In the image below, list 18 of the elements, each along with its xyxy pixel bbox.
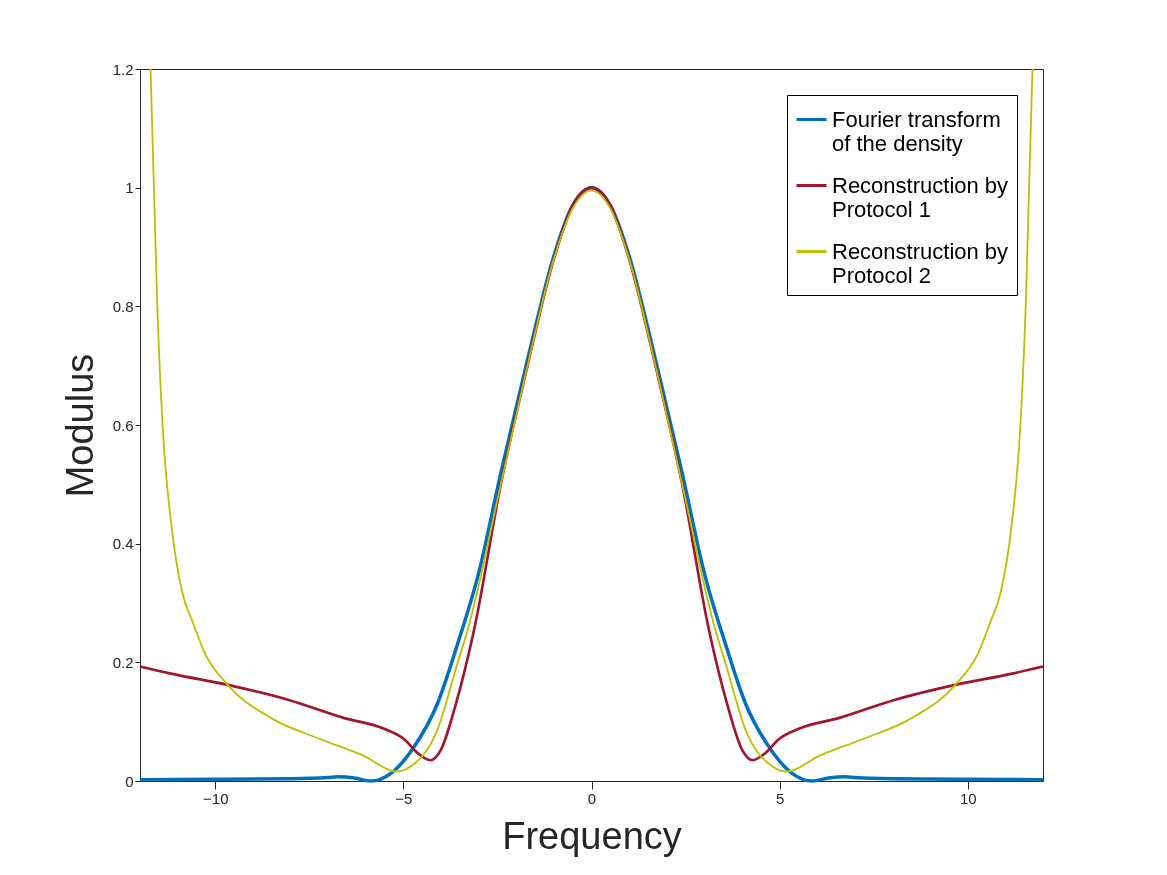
- legend-label: Fourier transform of the density: [832, 106, 1001, 156]
- x-tick-label: 10: [959, 789, 977, 807]
- y-tick-label: 0.8: [112, 297, 134, 315]
- y-tick-label: 0.2: [112, 653, 134, 671]
- y-axis-title: Modulus: [58, 353, 101, 498]
- x-tick-label: 5: [775, 789, 785, 807]
- y-tick-label: 0.6: [112, 416, 134, 434]
- x-tick-label: −10: [203, 789, 229, 807]
- line-series: [149, 68, 1034, 773]
- y-tick-label: 1.2: [112, 60, 134, 78]
- x-axis-title: Frequency: [502, 814, 682, 857]
- legend-label: Reconstruction by Protocol 2: [832, 238, 1009, 288]
- legend-label: Reconstruction by Protocol 1: [832, 172, 1009, 222]
- x-tick-label: −5: [395, 789, 413, 807]
- y-tick-label: 0: [125, 772, 134, 790]
- x-tick-label: 0: [587, 789, 597, 807]
- y-tick-label: 1: [125, 179, 134, 197]
- y-tick-label: 0.4: [112, 535, 134, 553]
